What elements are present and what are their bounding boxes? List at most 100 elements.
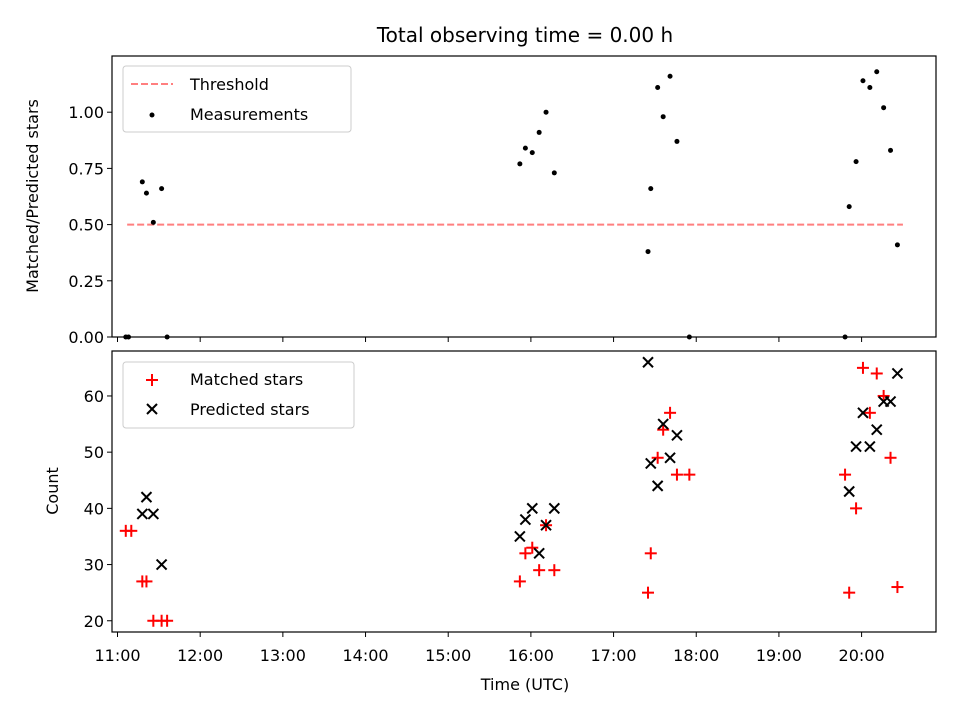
measurement-point [894,242,900,248]
matched-star-point [843,586,856,599]
measurement-point [645,249,651,255]
bottom-y-tick-label: 50 [84,443,104,462]
predicted-star-point [540,519,552,531]
matched-legend-marker [146,374,158,386]
matched-star-point [891,581,904,594]
predicted-star-point [533,547,545,560]
measurement-point [536,129,542,135]
x-tick-label: 11:00 [94,646,140,665]
measurement-point [150,219,156,225]
matched-star-point [519,547,532,560]
predicted-legend-label: Predicted stars [190,400,310,419]
matched-star-point [526,541,539,554]
measurement-point [522,145,528,151]
bottom-y-tick-label: 60 [84,387,104,406]
matched-star-point [850,502,863,515]
top-y-tick-label: 1.00 [68,103,104,122]
measurement-point [874,69,880,75]
measurement-point [881,105,887,111]
predicted-star-point [526,502,538,515]
matched-star-point [870,367,883,380]
matched-star-point [877,389,890,402]
measurement-point [860,78,866,84]
matched-star-point [651,451,664,464]
matched-star-point [884,451,897,464]
matched-legend-label: Matched stars [190,370,303,389]
predicted-star-point [657,418,669,430]
measurement-point [686,334,692,340]
measurement-point [529,150,535,156]
top-y-axis-label: Matched/Predicted stars [23,99,42,293]
bottom-y-axis-label: Count [43,467,62,515]
x-tick-label: 14:00 [342,646,388,665]
predicted-star-point [843,485,855,498]
measurement-point [126,334,132,340]
bottom-plot-frame [111,350,937,633]
measurement-point [674,138,680,144]
predicted-star-point [850,440,862,453]
predicted-star-point [884,395,897,408]
predicted-star-point [140,491,153,503]
matched-star-point [657,423,670,436]
bottom-legend-box [122,361,355,429]
x-tick-label: 12:00 [177,646,223,665]
measurement-point [867,84,873,90]
measurement-point [842,334,848,340]
threshold-legend-label: Threshold [189,75,269,94]
measurement-point [517,161,523,167]
measurement-point [853,159,859,165]
top-y-tick-label: 0.50 [68,216,104,235]
predicted-star-point [155,558,168,571]
x-tick-label: 17:00 [591,646,637,665]
matched-star-point [856,361,869,374]
x-tick-label: 18:00 [673,646,719,665]
measurement-point [888,147,894,153]
bottom-panel [111,350,937,633]
measurement-point [660,114,666,120]
top-legend-box [122,65,352,133]
predicted-star-point [891,367,904,380]
matched-star-point [125,524,138,537]
predicted-star-point [864,440,876,453]
predicted-star-point [664,452,676,464]
bottom-y-tick-label: 30 [84,556,104,575]
matched-star-point [664,406,677,419]
measurement-point [159,186,165,192]
matched-star-point [513,575,526,588]
matched-star-point [683,468,696,481]
measurement-point [551,170,557,176]
x-tick-label: 16:00 [508,646,554,665]
x-tick-label: 15:00 [425,646,471,665]
measurement-point [543,109,549,115]
predicted-star-point [671,429,683,442]
top-panel [111,55,937,338]
matched-star-point [863,406,876,419]
measurement-point [655,84,661,90]
x-tick-label: 13:00 [260,646,306,665]
x-tick-label: 20:00 [839,646,885,665]
predicted-star-point [136,508,149,520]
top-plot-frame [111,55,937,338]
predicted-star-point [871,423,883,436]
predicted-star-point [514,530,526,543]
predicted-legend-marker [146,403,158,415]
predicted-star-point [651,480,664,492]
measurement-point [164,334,170,340]
matched-star-point [533,564,546,577]
top-legend: Threshold Measurements [122,65,352,133]
top-y-tick-label: 0.25 [68,272,104,291]
chart-title: Total observing time = 0.00 h [376,23,673,47]
bottom-legend: Matched stars Predicted stars [122,361,355,429]
matched-star-point [161,614,174,627]
top-y-tick-label: 0.00 [68,328,104,347]
top-y-tick-label: 0.75 [68,159,104,178]
bottom-y-tick-label: 40 [84,499,104,518]
matched-star-point [548,564,561,577]
x-tick-label: 19:00 [756,646,802,665]
measurements-legend-marker [149,112,155,118]
x-axis-label: Time (UTC) [480,675,569,694]
matched-star-point [839,468,852,481]
bottom-y-tick-label: 20 [84,612,104,631]
predicted-star-point [548,502,561,515]
